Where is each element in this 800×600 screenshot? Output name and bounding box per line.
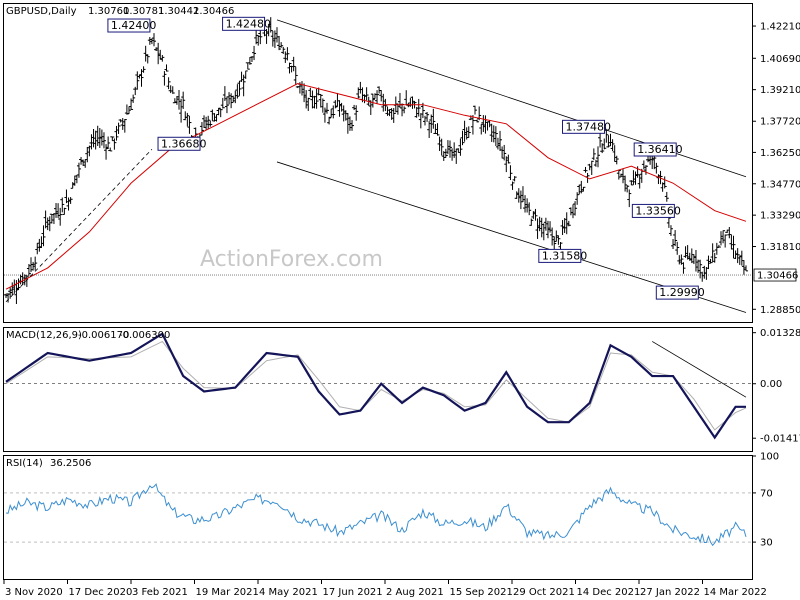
macd-signal-line [5,340,747,431]
macd-header: MACD(12,26,9) -0.006170 -0.006300 [6,330,170,341]
svg-text:1.30466: 1.30466 [757,271,798,282]
price-tick-label: 1.33290 [760,211,800,222]
macd-header-macd: -0.006170 [78,330,129,341]
macd-header-signal: -0.006300 [119,330,170,341]
x-axis: 3 Nov 2020 17 Dec 2020 3 Feb 2021 19 Mar 20… [3,580,767,598]
macd-trend-line [651,341,747,398]
price-panel-frame [3,3,753,323]
x-tick-label: 14 Dec 2021 [577,587,641,598]
svg-text:1.31580: 1.31580 [542,249,588,262]
macd-tick-label: 0.01328 [760,328,800,339]
rsi-axis-ticks: 100 70 30 [4,452,779,549]
price-tick-label: 1.31810 [760,242,800,253]
price-header: GBPUSD,Daily 1.30760 1.30781 1.30442 1.3… [6,6,234,17]
rsi-line [5,483,747,547]
price-annotation: 1.33560 [631,203,681,218]
price-annotations: 1.42400 1.42480 1.36680 1.37480 1.36410 1.335… [107,16,705,300]
rsi-tick-label: 100 [760,452,779,463]
moving-average-line [5,82,747,290]
x-tick-label: 27 Jan 2022 [640,587,700,598]
price-axis-ticks: 1.42210 1.40690 1.39210 1.37720 1.36250 1.347… [752,22,800,316]
price-annotation: 1.36410 [633,142,683,157]
current-price-box: 1.30466 [753,268,798,282]
price-tick-label: 1.34770 [760,179,800,190]
price-bars [4,17,748,304]
price-tick-label: 1.28850 [760,305,800,316]
price-annotation: 1.29990 [655,285,705,300]
x-tick-label: 17 Dec 2020 [69,587,133,598]
rsi-tick-label: 30 [760,538,773,549]
price-header-high: 1.30781 [123,6,164,17]
price-tick-label: 1.37720 [760,117,800,128]
x-tick-label: 19 Mar 2021 [196,587,259,598]
macd-tick-label: -0.014173 [760,434,800,445]
macd-tick-label: 0.00 [760,379,782,390]
price-annotation: 1.36680 [157,136,207,151]
x-tick-label: 17 Jun 2021 [323,587,383,598]
price-annotation: 1.37480 [562,119,612,134]
price-header-label: GBPUSD,Daily [6,6,77,17]
x-tick-label: 4 May 2021 [259,587,318,598]
watermark: ActionForex.com [200,247,383,272]
svg-text:1.42480: 1.42480 [226,17,272,30]
price-tick-label: 1.36250 [760,148,800,159]
price-header-open: 1.30760 [88,6,129,17]
price-annotation: 1.42400 [107,18,157,33]
price-tick-label: 1.40690 [760,54,800,65]
x-tick-label: 3 Feb 2021 [132,587,188,598]
price-annotation: 1.31580 [538,248,588,263]
x-tick-label: 15 Sep 2021 [450,587,513,598]
price-tick-label: 1.42210 [760,22,800,33]
price-annotation: 1.42480 [222,16,272,31]
rsi-tick-label: 70 [760,488,773,499]
x-tick-label: 14 Mar 2022 [704,587,767,598]
x-tick-label: 3 Nov 2020 [5,587,63,598]
svg-text:1.29990: 1.29990 [659,286,705,299]
price-tick-label: 1.39210 [760,85,800,96]
price-header-low: 1.30442 [158,6,199,17]
price-header-close: 1.30466 [193,6,234,17]
rsi-header-value: 36.2506 [50,458,91,469]
svg-text:1.37480: 1.37480 [566,120,612,133]
macd-line [5,332,746,440]
rsi-header: RSI(14) 36.2506 [6,458,91,469]
x-tick-label: 29 Oct 2021 [513,587,575,598]
svg-text:1.36680: 1.36680 [161,137,207,150]
svg-text:1.33560: 1.33560 [635,204,681,217]
support-trend-line [5,148,153,303]
rsi-header-label: RSI(14) [6,458,43,469]
svg-text:1.36410: 1.36410 [637,143,683,156]
svg-text:1.42400: 1.42400 [111,19,157,32]
macd-axis-ticks: 0.01328 0.00 -0.014173 [752,328,800,445]
x-tick-label: 2 Aug 2021 [386,587,444,598]
macd-header-label: MACD(12,26,9) [6,330,82,341]
